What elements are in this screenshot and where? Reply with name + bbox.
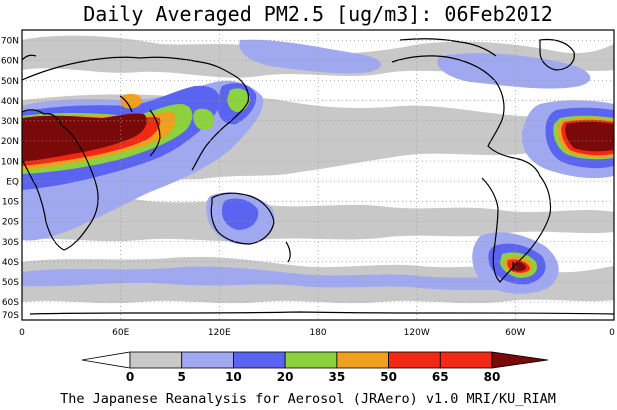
lat-label: 70N — [1, 37, 19, 47]
lat-label: EQ — [6, 177, 19, 187]
latitude-labels: 70N 60N 50N 40N 30N 20N 10N EQ 10S 20S 3… — [1, 37, 19, 322]
lat-label: 60S — [2, 298, 19, 308]
colorbar-label: 0 — [126, 370, 134, 384]
lat-label: 60N — [1, 57, 19, 67]
lon-label: 0 — [609, 328, 615, 338]
lat-label: 70S — [2, 311, 19, 321]
pm25-level-80-plus — [22, 113, 614, 272]
lat-label: 20N — [1, 137, 19, 147]
colorbar-label: 65 — [432, 370, 449, 384]
map-frame — [21, 29, 615, 321]
lat-label: 50S — [2, 278, 19, 288]
colorbar-box — [336, 351, 389, 369]
lon-label: 60E — [112, 328, 129, 338]
lon-label: 120W — [404, 328, 430, 338]
colorbar-box — [129, 351, 183, 369]
pm25-field — [22, 30, 614, 320]
map-title: Daily Averaged PM2.5 [ug/m3]: 06Feb2012 — [83, 2, 553, 26]
colorbar-box — [439, 351, 493, 369]
colorbar-label: 10 — [225, 370, 242, 384]
lat-label: 40N — [1, 97, 19, 107]
caption: The Japanese Reanalysis for Aerosol (JRA… — [60, 391, 556, 407]
lat-label: 50N — [1, 77, 19, 87]
colorbar-box — [181, 351, 234, 369]
colorbar-label: 80 — [484, 370, 501, 384]
colorbar-box — [233, 351, 286, 369]
colorbar-label: 20 — [277, 370, 294, 384]
lat-label: 10S — [2, 198, 19, 208]
colorbar-box — [284, 351, 338, 369]
gridlines — [22, 30, 614, 320]
lat-label: 30S — [2, 238, 19, 248]
colorbar-label: 50 — [380, 370, 397, 384]
lat-label: 40S — [2, 258, 19, 268]
lon-label: 120E — [208, 328, 231, 338]
lon-label: 60W — [505, 328, 525, 338]
lon-label: 0 — [19, 328, 25, 338]
colorbar-box — [388, 351, 441, 369]
colorbar-label: 35 — [329, 370, 346, 384]
lat-label: 20S — [2, 218, 19, 228]
lat-label: 10N — [1, 157, 19, 167]
colorbar-label: 5 — [178, 370, 186, 384]
colorbar-arrow-high — [491, 351, 549, 369]
colorbar-arrow-low — [81, 351, 131, 369]
coastlines — [22, 38, 614, 315]
lat-label: 30N — [1, 117, 19, 127]
longitude-labels: 0 60E 120E 180 120W 60W 0 — [19, 328, 615, 338]
colorbar: 0 5 10 20 35 50 65 80 — [81, 351, 549, 384]
lon-label: 180 — [309, 328, 326, 338]
